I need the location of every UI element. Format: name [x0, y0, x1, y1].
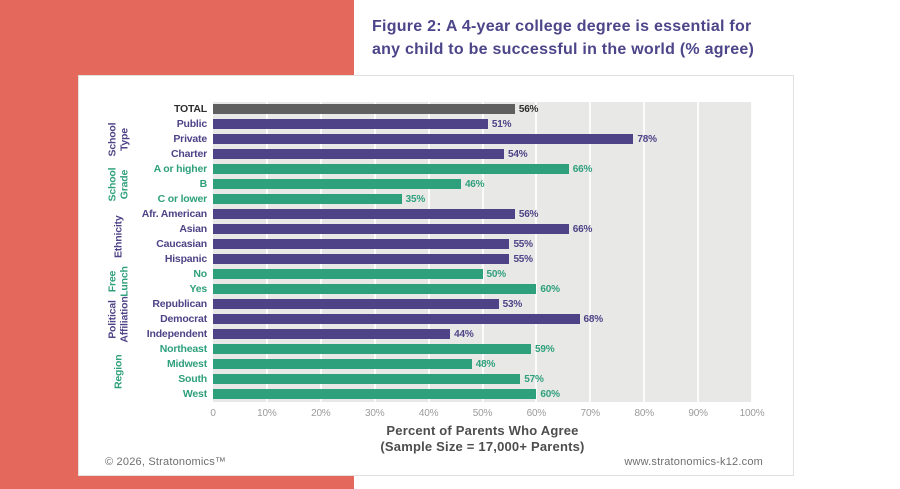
bar [213, 164, 569, 174]
row-label: South [178, 373, 207, 385]
x-axis-title: Percent of Parents Who Agree (Sample Siz… [213, 423, 752, 455]
value-label: 56% [518, 104, 539, 115]
row-label: Yes [189, 283, 207, 295]
bar [213, 194, 402, 204]
row-label: Charter [171, 148, 207, 160]
x-tick-label: 90% [688, 408, 708, 419]
row-label: Democrat [160, 313, 207, 325]
row-label: B [199, 178, 208, 190]
footer-copyright: © 2026, Stratonomics™ [105, 456, 227, 468]
gridline [751, 102, 753, 402]
x-axis-ticks: 0 10% 20% 30% 40% 50% 60% 70% 80% 90% 100% [210, 407, 764, 421]
value-label: 57% [524, 374, 544, 385]
x-axis-title-line2: (Sample Size = 17,000+ Parents) [380, 439, 585, 454]
x-tick-label: 60% [526, 408, 547, 419]
value-label: 46% [464, 179, 485, 190]
row-label: Asian [179, 223, 207, 235]
chart-card: School Type School Grade Ethnicity Free Lun… [78, 75, 794, 476]
row-label: Midwest [166, 358, 207, 370]
row-label: No [193, 268, 207, 280]
value-label: 53% [502, 299, 523, 310]
row-label: Hispanic [164, 253, 207, 265]
value-label: 55% [513, 254, 533, 265]
bar [213, 134, 634, 144]
x-tick-label: 100% [739, 408, 765, 419]
row-labels: TOTAL Public Private Charter A or higher B C o… [119, 102, 207, 402]
figure-title: Figure 2: A 4-year college degree is ess… [372, 15, 862, 61]
value-label: 54% [508, 149, 528, 160]
x-axis-title-line1: Percent of Parents Who Agree [386, 423, 579, 438]
row-label: Public [176, 118, 208, 130]
x-tick-label: 70% [580, 408, 601, 419]
value-label: 44% [454, 329, 474, 340]
bar [213, 284, 537, 294]
row-label: A or higher [153, 163, 208, 175]
x-tick-label: 50% [472, 408, 493, 419]
bar [213, 329, 451, 339]
x-tick-label: 10% [257, 408, 277, 419]
value-label: 48% [475, 359, 496, 370]
row-label: Afr. American [141, 208, 207, 220]
x-tick-label: 30% [364, 408, 385, 419]
figure-title-line2: any child to be successful in the world … [372, 41, 755, 58]
row-label: Independent [146, 328, 207, 340]
row-label: Republican [152, 298, 207, 310]
value-label: 51% [491, 119, 512, 130]
value-label: 55% [513, 239, 533, 250]
gridline [697, 102, 700, 402]
bar [213, 299, 499, 309]
bar [213, 119, 488, 129]
bar [213, 269, 483, 279]
gridline [643, 102, 646, 402]
row-label: C or lower [157, 193, 208, 205]
value-label: 60% [540, 284, 560, 295]
gridline [373, 102, 376, 402]
row-label: West [182, 388, 207, 400]
bar [213, 344, 531, 354]
row-label: Caucasian [156, 238, 207, 250]
gridline [427, 102, 430, 402]
bar [213, 389, 537, 399]
figure-title-line1: Figure 2: A 4-year college degree is ess… [372, 18, 752, 35]
plot-area: 56% 51% 78% 54% 66% 46% 35% 56% 66% 55% 55% 50% 60% 5… [213, 102, 753, 402]
value-label: 66% [572, 164, 593, 175]
bar [213, 104, 515, 114]
x-tick-label: 40% [418, 408, 439, 419]
row-label: Northeast [159, 343, 207, 355]
bar [213, 209, 515, 219]
bar [213, 374, 521, 384]
x-tick-label: 0 [210, 408, 216, 419]
row-label: TOTAL [173, 103, 207, 115]
value-label: 78% [637, 134, 657, 145]
footer-url: www.stratonomics-k12.com [624, 456, 763, 468]
bar [213, 224, 569, 234]
value-label: 35% [405, 194, 426, 205]
value-label: 50% [486, 269, 507, 280]
value-label: 60% [540, 389, 560, 400]
bar [213, 254, 510, 264]
bar [213, 359, 472, 369]
gridline [265, 102, 268, 402]
value-label: 59% [535, 344, 555, 355]
bar [213, 149, 505, 159]
gridline [535, 102, 538, 402]
bar [213, 179, 461, 189]
value-label: 66% [572, 224, 593, 235]
value-label: 68% [583, 314, 604, 325]
value-label: 56% [518, 209, 539, 220]
x-tick-label: 80% [634, 408, 654, 419]
x-tick-label: 20% [311, 408, 331, 419]
gridline [319, 102, 322, 402]
bar [213, 314, 580, 324]
gridline [589, 102, 592, 402]
bar [213, 239, 510, 249]
row-label: Private [173, 133, 207, 145]
gridline [481, 102, 484, 402]
